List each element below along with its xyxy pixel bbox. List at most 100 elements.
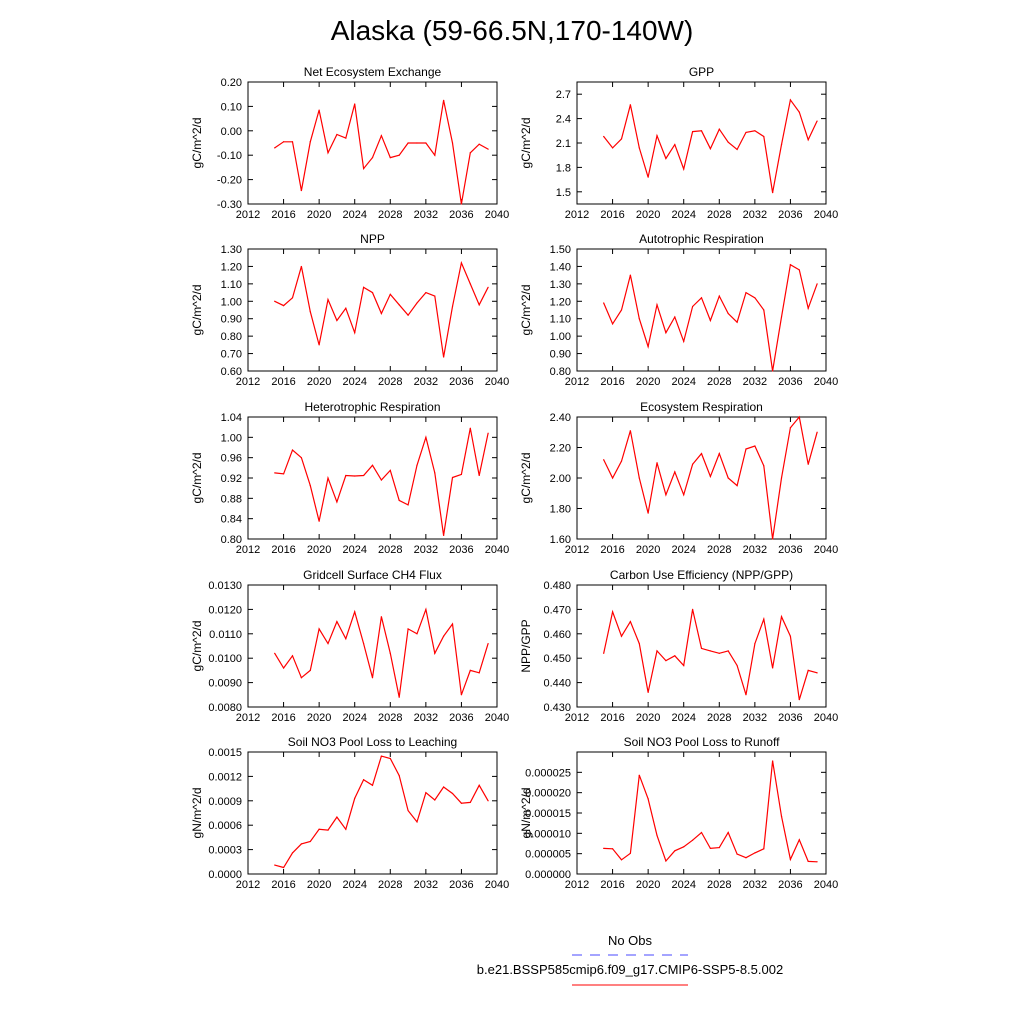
data-point <box>772 192 774 194</box>
y-tick-label: 0.000005 <box>525 849 571 861</box>
x-tick-label: 2020 <box>636 879 660 891</box>
data-point <box>789 99 792 101</box>
y-tick-label: 1.00 <box>550 331 571 343</box>
y-tick-label: 1.8 <box>556 162 571 174</box>
y-tick-label: 0.80 <box>550 366 571 378</box>
data-point <box>327 298 329 301</box>
x-tick-label: 2032 <box>414 712 438 724</box>
y-tick-label: 0.84 <box>221 514 242 526</box>
chart-panel-5: Ecosystem Respiration gC/m^2/d 2012 2016 202… <box>519 400 838 556</box>
data-point <box>345 638 347 640</box>
x-tick-label: 2028 <box>707 209 731 221</box>
y-axis-label: gC/m^2/d <box>190 453 204 504</box>
x-tick-label: 2020 <box>636 376 660 388</box>
x-tick-label: 2012 <box>565 879 589 891</box>
x-tick-label: 2016 <box>271 376 295 388</box>
legend: No Obs b.e21.BSSP585cmip6.f09_g17.CMIP6-… <box>477 933 783 986</box>
chart-panel-8: Soil NO3 Pool Loss to Leaching gN/m^2/d 20… <box>190 735 509 891</box>
series-line <box>274 100 489 205</box>
data-point <box>380 312 382 315</box>
x-tick-label: 2040 <box>485 209 509 221</box>
data-point <box>638 477 640 479</box>
x-tick-label: 2032 <box>414 544 438 556</box>
plot-frame <box>576 248 827 372</box>
x-tick-label: 2036 <box>778 544 802 556</box>
data-point <box>754 130 756 132</box>
data-point <box>389 157 391 159</box>
data-point <box>745 857 747 859</box>
legend-obs-label: No Obs <box>608 933 653 948</box>
data-point <box>763 618 765 620</box>
chart-title: NPP <box>360 232 385 246</box>
y-tick-label: 0.80 <box>221 534 242 546</box>
data-point <box>318 828 320 830</box>
x-tick-label: 2020 <box>307 712 331 724</box>
y-tick-label: 1.80 <box>550 504 571 516</box>
y-tick-label: 2.40 <box>550 412 571 424</box>
data-point <box>807 669 809 672</box>
x-tick-label: 2032 <box>414 879 438 891</box>
data-point <box>763 309 765 311</box>
data-point <box>469 801 471 804</box>
data-point <box>789 427 792 429</box>
chart-panel-3: Autotrophic Respiration gC/m^2/d 2012 2016 2… <box>519 232 838 388</box>
data-point <box>603 302 605 304</box>
data-point <box>318 520 320 522</box>
plot-frame <box>247 416 498 540</box>
data-point <box>443 786 445 788</box>
data-point <box>487 642 489 645</box>
chart-title: Heterotrophic Respiration <box>304 400 440 414</box>
data-point <box>327 642 329 645</box>
data-point <box>718 453 720 455</box>
data-point <box>354 797 356 799</box>
data-point <box>425 142 427 144</box>
data-point <box>451 476 454 479</box>
x-tick-label: 2028 <box>707 879 731 891</box>
data-point <box>709 148 711 150</box>
x-tick-label: 2036 <box>449 209 473 221</box>
data-point <box>683 340 685 342</box>
data-point <box>407 142 409 144</box>
data-point <box>363 168 365 170</box>
data-point <box>780 144 783 146</box>
series-line <box>603 609 818 700</box>
data-point <box>407 628 409 630</box>
y-tick-label: 1.40 <box>550 261 571 273</box>
data-point <box>354 475 356 477</box>
y-tick-label: 0.60 <box>221 366 242 378</box>
data-point <box>620 859 623 861</box>
chart-panel-4: Heterotrophic Respiration gC/m^2/d 2012 201… <box>190 400 509 556</box>
chart-panel-1: GPP gC/m^2/d 2012 2016 2020 2024 2028 2032 2036 2… <box>519 65 838 221</box>
data-point <box>603 652 605 654</box>
y-tick-label: 0.0006 <box>208 820 242 832</box>
y-axis-label: NPP/GPP <box>519 619 533 672</box>
data-point <box>327 477 329 479</box>
data-point <box>398 154 400 156</box>
data-point <box>683 168 685 170</box>
y-axis-label: gC/m^2/d <box>190 285 204 336</box>
data-point <box>291 297 294 299</box>
data-point <box>309 485 311 487</box>
data-point <box>309 311 311 313</box>
data-point <box>692 131 694 133</box>
data-point <box>345 137 347 139</box>
x-tick-label: 2032 <box>743 712 767 724</box>
y-tick-label: -0.30 <box>217 199 242 211</box>
data-point <box>780 616 783 618</box>
data-point <box>416 142 418 144</box>
data-point <box>727 650 729 652</box>
data-point <box>700 130 703 132</box>
data-point <box>318 109 320 111</box>
y-tick-label: 1.20 <box>221 261 242 273</box>
data-point <box>754 852 756 854</box>
data-point <box>700 297 703 299</box>
data-point <box>345 828 347 830</box>
x-tick-label: 2024 <box>671 544 695 556</box>
data-point <box>407 504 409 506</box>
data-point <box>629 274 631 276</box>
data-point <box>460 203 463 205</box>
x-tick-label: 2020 <box>636 712 660 724</box>
data-point <box>629 621 631 623</box>
chart-title: Ecosystem Respiration <box>640 400 763 414</box>
data-point <box>327 829 329 831</box>
